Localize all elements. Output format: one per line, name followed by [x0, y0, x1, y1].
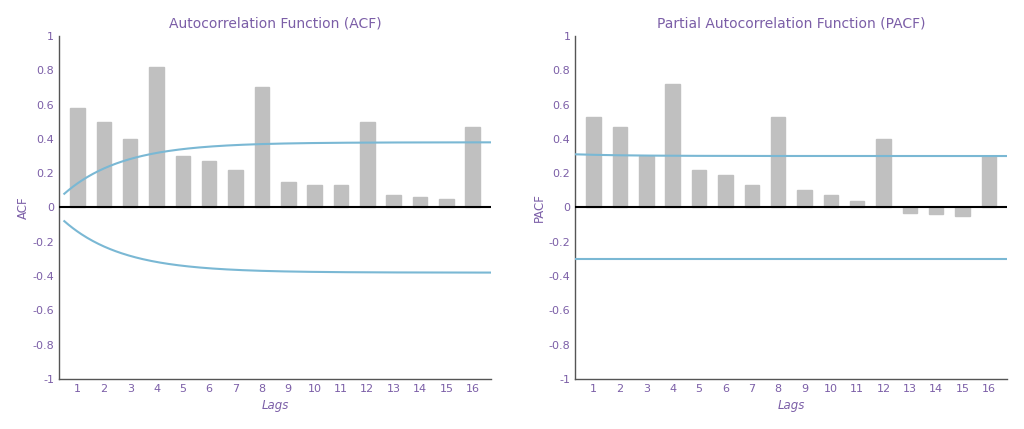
Bar — [360, 122, 375, 208]
Bar — [850, 201, 864, 208]
Bar — [228, 170, 243, 208]
Title: Partial Autocorrelation Function (PACF): Partial Autocorrelation Function (PACF) — [657, 17, 926, 30]
Bar — [902, 208, 918, 213]
Bar — [982, 156, 996, 208]
Bar — [281, 182, 296, 208]
Title: Autocorrelation Function (ACF): Autocorrelation Function (ACF) — [169, 17, 381, 30]
Bar — [587, 117, 601, 208]
Y-axis label: PACF: PACF — [532, 193, 546, 222]
X-axis label: Lags: Lags — [777, 399, 805, 412]
Bar — [692, 170, 707, 208]
Bar — [823, 196, 838, 208]
Bar — [639, 156, 653, 208]
Bar — [176, 156, 190, 208]
Bar — [150, 67, 164, 208]
Bar — [798, 190, 812, 208]
Bar — [877, 139, 891, 208]
Y-axis label: ACF: ACF — [16, 196, 30, 219]
Bar — [202, 161, 216, 208]
Bar — [386, 196, 401, 208]
Bar — [466, 127, 480, 208]
Bar — [123, 139, 137, 208]
Bar — [771, 117, 785, 208]
Bar — [71, 108, 85, 208]
Bar — [929, 208, 943, 214]
Bar — [439, 199, 454, 208]
Bar — [413, 197, 427, 208]
Bar — [666, 84, 680, 208]
Bar — [612, 127, 628, 208]
Bar — [96, 122, 111, 208]
Bar — [307, 185, 322, 208]
Bar — [744, 185, 759, 208]
X-axis label: Lags: Lags — [261, 399, 289, 412]
Bar — [718, 175, 732, 208]
Bar — [334, 185, 348, 208]
Bar — [955, 208, 970, 216]
Bar — [255, 88, 269, 208]
